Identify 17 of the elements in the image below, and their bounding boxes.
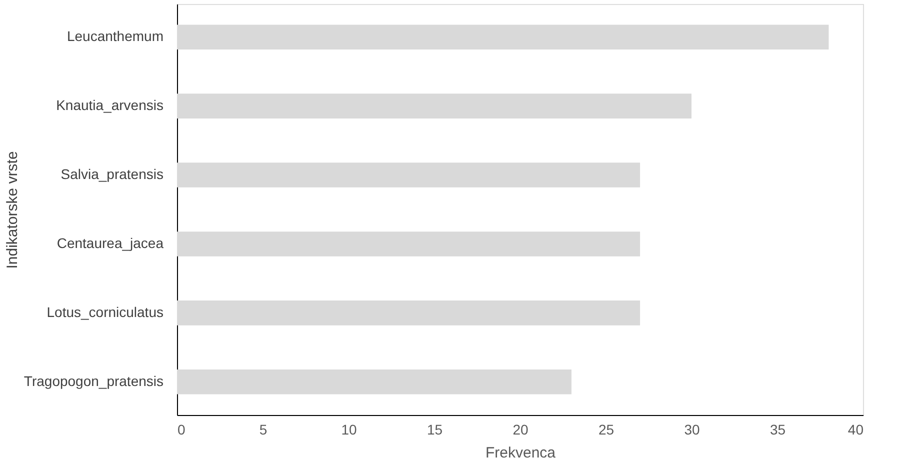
- y-tick-label: Knautia_arvensis: [56, 97, 164, 114]
- y-tick-label: Lotus_corniculatus: [46, 304, 164, 320]
- x-tick-label: 20: [512, 422, 528, 438]
- x-tick-label: 5: [259, 422, 268, 438]
- x-tick-label: 15: [426, 422, 443, 438]
- x-tick-label: 40: [848, 422, 864, 438]
- x-tick-label: 25: [598, 422, 614, 438]
- x-tick-label: 0: [178, 422, 186, 438]
- y-tick-label: Centaurea_jacea: [56, 234, 164, 251]
- y-tick-label: Salvia_pratensis: [60, 166, 164, 182]
- x-tick-label: 30: [684, 422, 700, 438]
- y-axis-title: Indikatorske vrste: [4, 151, 21, 269]
- x-tick-label: 35: [770, 422, 786, 438]
- x-tick-label: 10: [341, 422, 357, 438]
- y-tick-label: Tragopogon_pratensis: [24, 372, 164, 389]
- y-tick-label: Leucanthemum: [66, 28, 164, 44]
- x-axis-title: Frekvenca: [485, 444, 556, 462]
